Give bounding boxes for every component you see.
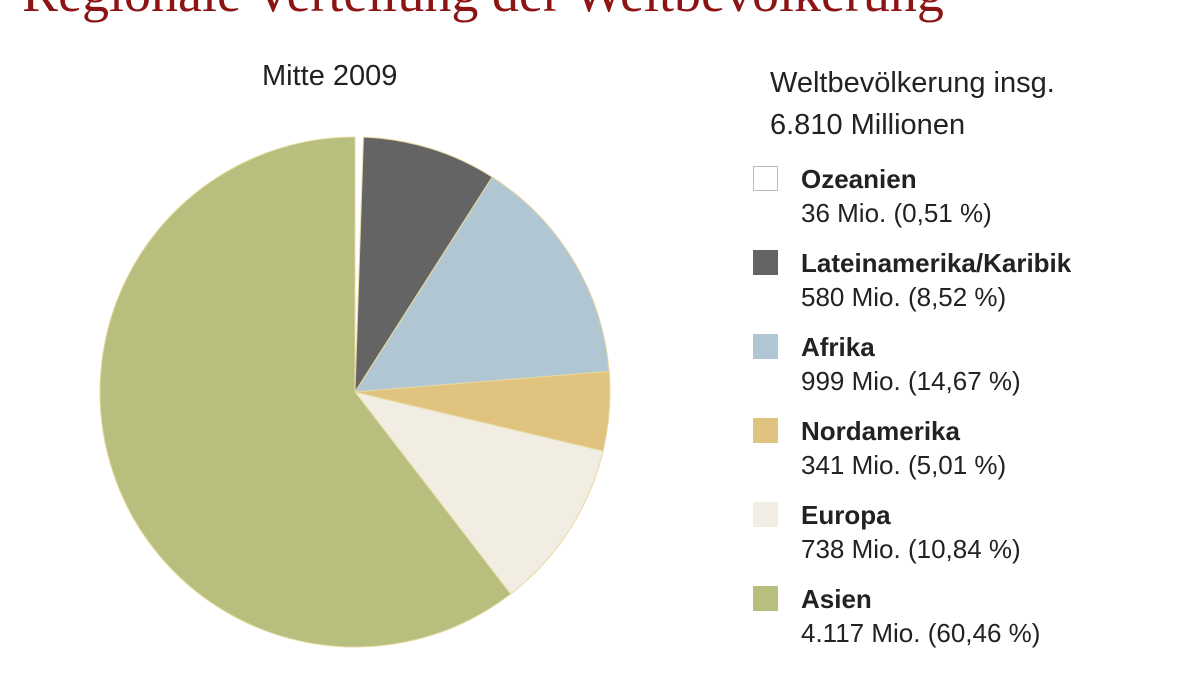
legend-item: Ozeanien 36 Mio. (0,51 %) (753, 162, 992, 230)
legend-value: 999 Mio. (14,67 %) (801, 366, 1021, 396)
total-population: Weltbevölkerung insg. 6.810 Millionen (770, 62, 1055, 146)
chart-subtitle: Mitte 2009 (262, 60, 398, 92)
legend-swatch (753, 502, 778, 527)
chart-title: Regionale Verteilung der Weltbevölkerung (22, 0, 944, 24)
legend-item: Lateinamerika/Karibik 580 Mio. (8,52 %) (753, 246, 1071, 314)
pie-chart (99, 136, 611, 648)
legend-name: Europa (801, 500, 891, 530)
legend-swatch (753, 334, 778, 359)
legend-item: Europa 738 Mio. (10,84 %) (753, 498, 1021, 566)
legend-swatch (753, 166, 778, 191)
total-line-2: 6.810 Millionen (770, 109, 966, 141)
total-line-1: Weltbevölkerung insg. (770, 67, 1055, 99)
pie-slice-lateinamerika-karibik (354, 136, 493, 394)
legend-item: Asien 4.117 Mio. (60,46 %) (753, 582, 1040, 650)
legend-name: Lateinamerika/Karibik (801, 248, 1072, 278)
pie-slice-asien (99, 136, 512, 648)
pie-slice-afrika (354, 176, 610, 393)
legend-item: Afrika 999 Mio. (14,67 %) (753, 330, 1021, 398)
pie-slice-europa (353, 391, 604, 595)
legend-item: Nordamerika 341 Mio. (5,01 %) (753, 414, 1006, 482)
legend-value: 580 Mio. (8,52 %) (801, 282, 1007, 312)
legend-name: Afrika (801, 332, 875, 362)
legend-value: 738 Mio. (10,84 %) (801, 534, 1021, 564)
legend-value: 36 Mio. (0,51 %) (801, 198, 992, 228)
legend-name: Nordamerika (801, 416, 960, 446)
legend-value: 4.117 Mio. (60,46 %) (801, 618, 1041, 648)
legend-value: 341 Mio. (5,01 %) (801, 450, 1007, 480)
legend-swatch (753, 250, 778, 275)
legend-name: Asien (801, 584, 872, 614)
legend-swatch (753, 418, 778, 443)
legend-swatch (753, 586, 778, 611)
legend-name: Ozeanien (801, 164, 917, 194)
